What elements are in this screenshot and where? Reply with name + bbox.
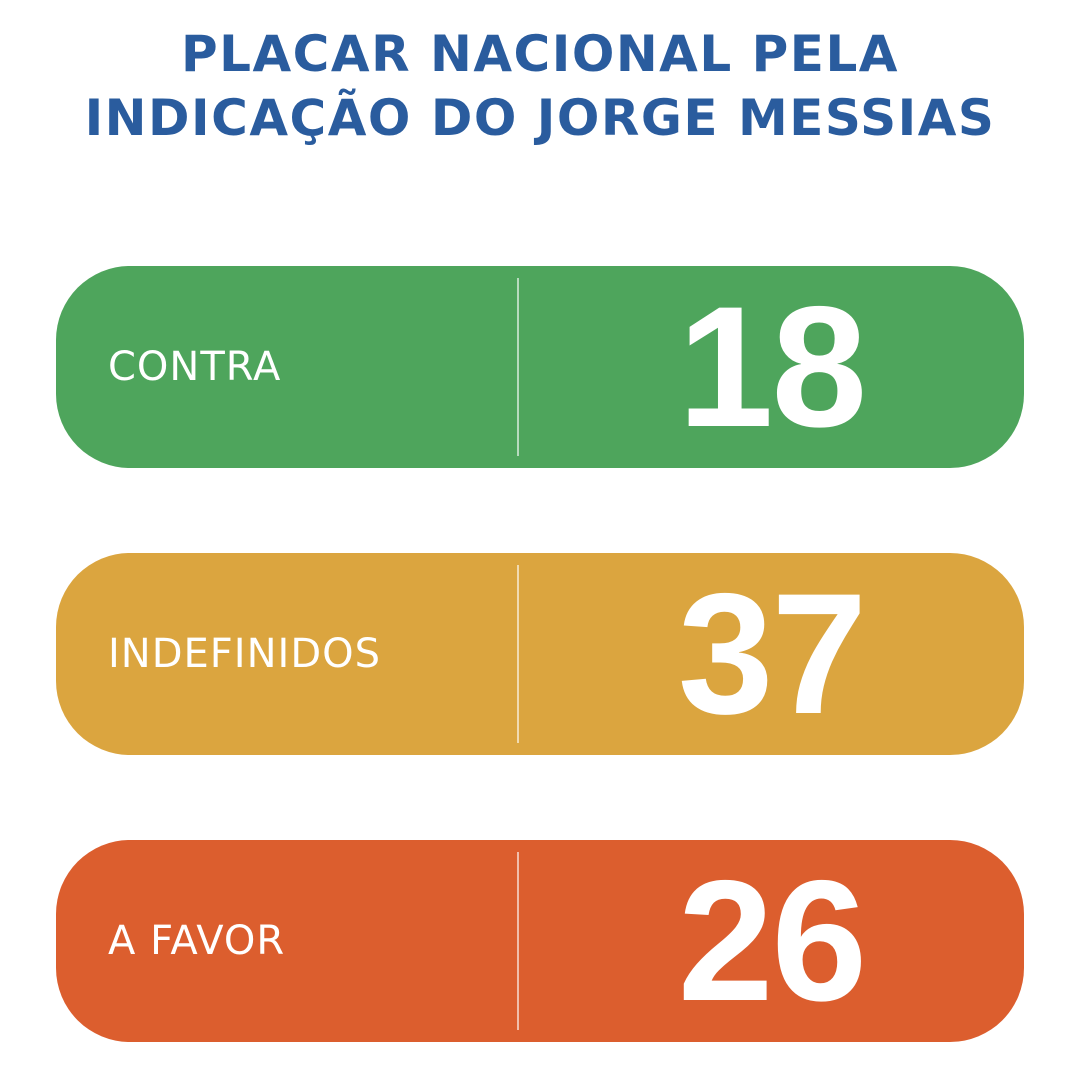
score-label: CONTRA <box>108 344 282 390</box>
score-value: 26 <box>677 845 867 1037</box>
score-value: 37 <box>677 558 867 750</box>
title-line-2: INDICAÇÃO DO JORGE MESSIAS <box>84 89 996 147</box>
score-row-indefinidos: INDEFINIDOS 37 <box>56 553 1024 755</box>
score-label: INDEFINIDOS <box>108 631 381 677</box>
score-label: A FAVOR <box>108 918 286 964</box>
score-row-contra: CONTRA 18 <box>56 266 1024 468</box>
title-line-1: PLACAR NACIONAL PELA <box>180 25 899 83</box>
score-value: 18 <box>677 271 867 463</box>
divider <box>517 565 519 743</box>
page-title: PLACAR NACIONAL PELA INDICAÇÃO DO JORGE … <box>0 22 1080 150</box>
score-row-a-favor: A FAVOR 26 <box>56 840 1024 1042</box>
divider <box>517 852 519 1030</box>
divider <box>517 278 519 456</box>
